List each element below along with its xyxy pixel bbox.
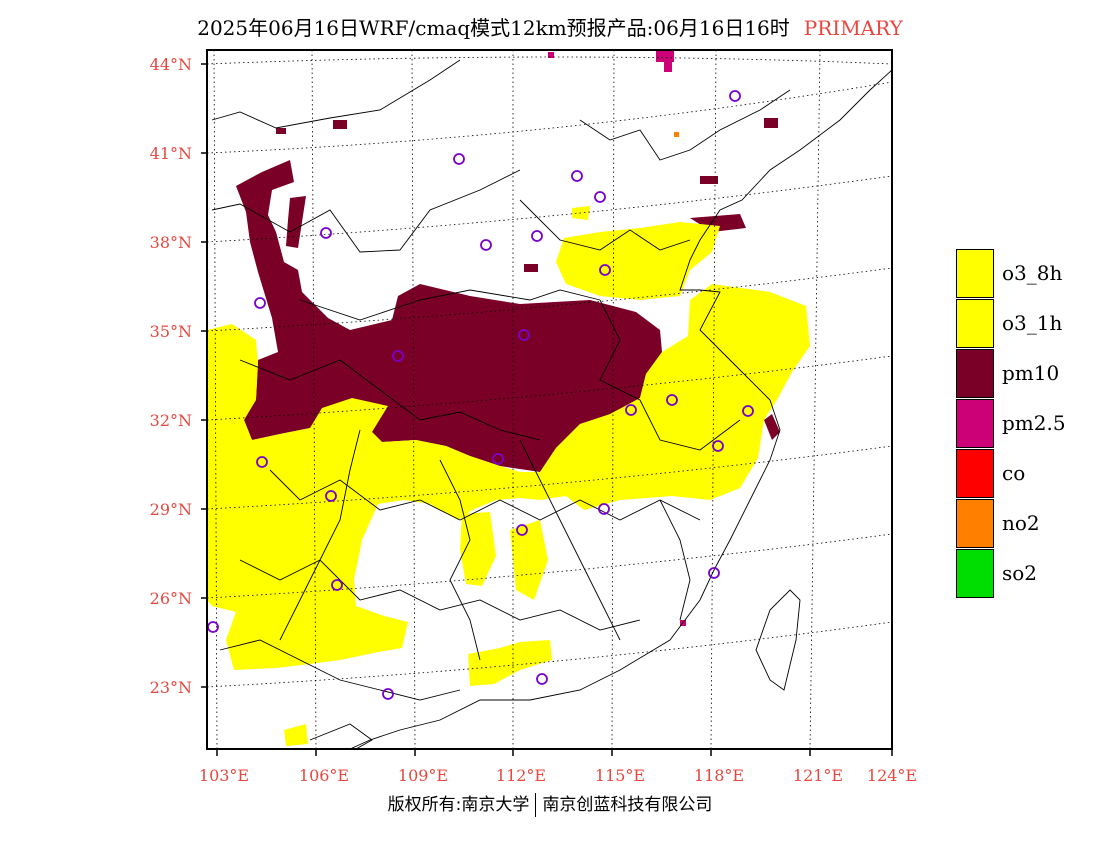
station-marker [492, 453, 504, 465]
graticule [207, 50, 892, 749]
axis-ticks [201, 63, 893, 756]
legend-item-pm25: pm2.5 [956, 399, 1096, 449]
station-marker [729, 90, 741, 102]
legend-swatch [956, 249, 994, 298]
station-marker [256, 456, 268, 468]
title-main: 2025年06月16日WRF/cmaq模式12km预报产品:06月16日16时 [197, 16, 790, 40]
pm25-spot [548, 52, 554, 58]
station-marker [531, 230, 543, 242]
boundaries [211, 59, 892, 749]
station-marker [598, 503, 610, 515]
pm10-coast-shanghai [764, 414, 780, 440]
lon-tick-label: 103°E [198, 766, 250, 785]
station-marker [571, 170, 583, 182]
pm10-spot [764, 118, 778, 128]
legend-label: o3_1h [1002, 311, 1063, 335]
o3-southwest-region [207, 284, 810, 670]
lon-tick-label: 124°E [866, 766, 918, 785]
no2-spot [674, 132, 679, 137]
map-title: 2025年06月16日WRF/cmaq模式12km预报产品:06月16日16时 P… [0, 12, 1100, 41]
station-marker [453, 153, 465, 165]
pm10-spot [276, 128, 286, 134]
pm10-north-region [236, 160, 662, 472]
pm25-spot [664, 62, 672, 72]
lat-tick-label: 38°N [149, 233, 192, 252]
title-pollutant-tag: PRIMARY [803, 16, 903, 40]
legend-label: so2 [1002, 561, 1038, 585]
station-marker [666, 394, 678, 406]
plot-frame [206, 49, 893, 750]
legend-swatch [956, 549, 994, 598]
copyright-separator [535, 793, 537, 817]
station-marker [331, 579, 343, 591]
lat-tick-label: 26°N [149, 589, 192, 608]
legend-label: no2 [1002, 511, 1040, 535]
lon-tick-label: 112°E [495, 766, 547, 785]
station-marker [536, 673, 548, 685]
lat-tick-label: 29°N [149, 500, 192, 519]
legend-label: pm10 [1002, 361, 1060, 385]
pm10-spot [333, 120, 347, 129]
legend-item-no2: no2 [956, 499, 1096, 549]
legend-item-o3-1h: o3_1h [956, 299, 1096, 349]
station-marker [708, 567, 720, 579]
legend-swatch [956, 299, 994, 348]
legend-label: o3_8h [1002, 261, 1063, 285]
lon-tick-label: 109°E [397, 766, 449, 785]
legend-swatch [956, 349, 994, 398]
copyright-left: 版权所有:南京大学 [387, 795, 530, 815]
pm10-spot [524, 264, 538, 272]
lat-tick-label: 44°N [149, 55, 192, 74]
legend-swatch [956, 499, 994, 548]
lon-tick-label: 118°E [693, 766, 745, 785]
taiwan-outline [755, 589, 801, 691]
hainan-outline [309, 723, 373, 749]
copyright-footer: 版权所有:南京大学 南京创蓝科技有限公司 [0, 790, 1100, 817]
o3-north-plain [556, 222, 720, 300]
lat-tick-label: 41°N [149, 144, 192, 163]
lon-tick-label: 115°E [594, 766, 646, 785]
lat-tick-label: 35°N [149, 322, 192, 341]
pm25-spot [656, 50, 674, 62]
station-marker [325, 490, 337, 502]
legend-swatch [956, 449, 994, 498]
o3-southern-strip [284, 724, 308, 746]
pm10-bohai [690, 214, 746, 232]
o3-hunan-patch [510, 520, 548, 600]
pm10-ordos-strip [286, 196, 306, 248]
station-marker [742, 405, 754, 417]
station-marker [599, 264, 611, 276]
station-marker [625, 404, 637, 416]
station-marker [480, 239, 492, 251]
station-marker [516, 524, 528, 536]
lon-tick-label: 106°E [298, 766, 350, 785]
lat-tick-label: 23°N [149, 678, 192, 697]
station-marker [254, 297, 266, 309]
o3-guangdong [468, 640, 552, 686]
station-marker [594, 191, 606, 203]
legend-swatch [956, 399, 994, 448]
lat-tick-label: 32°N [149, 411, 192, 430]
station-marker [712, 440, 724, 452]
lon-tick-label: 121°E [792, 766, 844, 785]
legend-item-pm10: pm10 [956, 349, 1096, 399]
copyright-right: 南京创蓝科技有限公司 [542, 795, 713, 815]
legend-label: co [1002, 461, 1026, 485]
legend-label: pm2.5 [1002, 411, 1066, 435]
legend-item-so2: so2 [956, 549, 1096, 599]
legend-item-co: co [956, 449, 1096, 499]
station-marker [320, 227, 332, 239]
pollutant-legend: o3_8h o3_1h pm10 pm2.5 co no2 so2 [956, 249, 1096, 599]
o3-guangxi-patch [460, 512, 496, 586]
station-marker [392, 350, 404, 362]
coastline [349, 69, 892, 749]
city-stations [207, 90, 754, 700]
pm10-spot [700, 176, 718, 184]
station-marker [518, 329, 530, 341]
legend-item-o3-8h: o3_8h [956, 249, 1096, 299]
station-marker [382, 688, 394, 700]
